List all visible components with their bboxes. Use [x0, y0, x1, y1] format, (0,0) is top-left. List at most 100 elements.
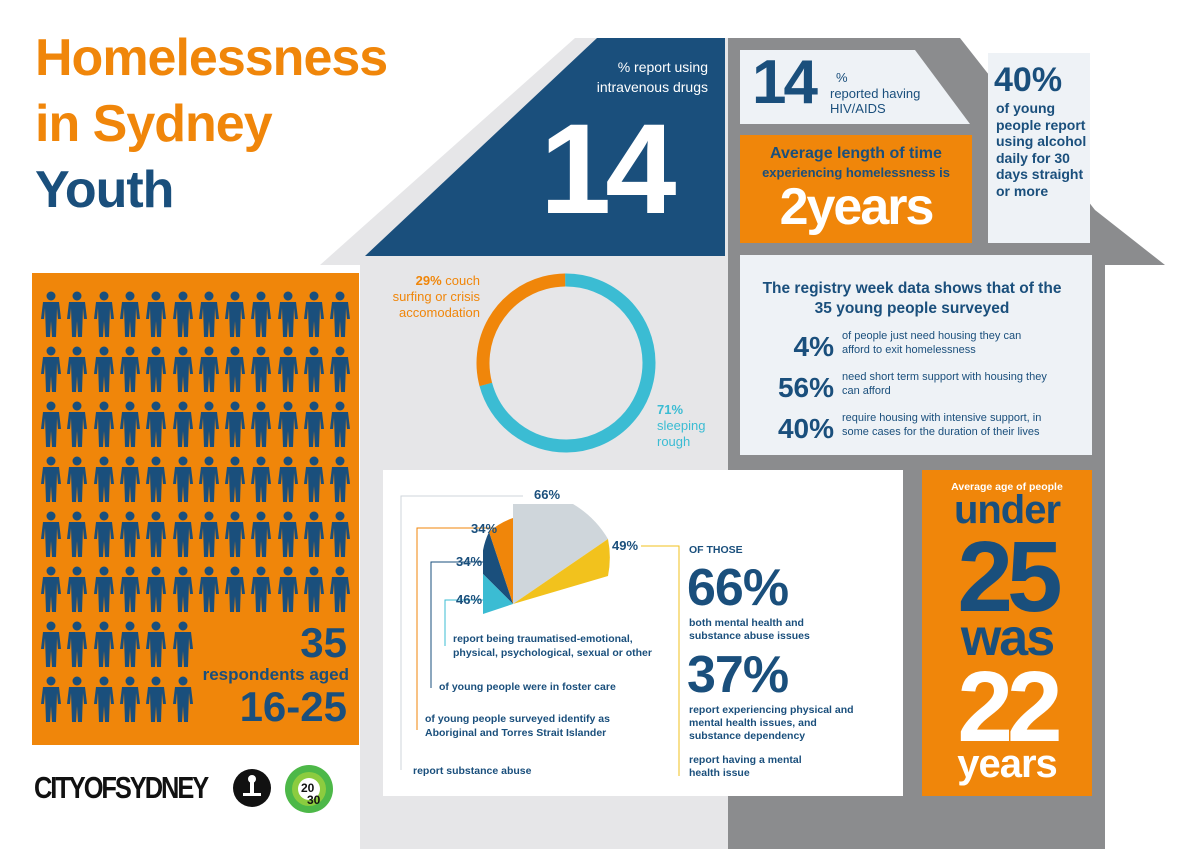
pie-leader-lines [400, 495, 523, 770]
pie-leader-right [641, 545, 680, 776]
person-icon [172, 291, 193, 337]
person-icon [251, 511, 272, 557]
person-icon [304, 401, 324, 447]
age-panel: Average age of people under 25 was 22 ye… [922, 470, 1092, 796]
person-icon [330, 566, 351, 612]
person-icon [277, 346, 298, 392]
sydney-2030-logo: 20 30 [285, 765, 333, 813]
registry-row-text: of people just need housing they can aff… [842, 330, 1022, 356]
person-icon [172, 676, 193, 722]
pie-chart [483, 504, 610, 614]
person-icon [41, 401, 61, 447]
title-line3: Youth [35, 161, 174, 219]
person-icon [146, 456, 167, 502]
person-icon [198, 566, 219, 612]
pie-label-66: 66% [534, 487, 561, 502]
person-icon [251, 456, 272, 502]
donut-couch-text: couch surfing or crisis accomodation [392, 273, 480, 320]
logo-year-b: 30 [307, 793, 321, 807]
person-icon [41, 291, 61, 337]
donut-couch-pct: 29% [415, 273, 442, 288]
person-icon [146, 511, 167, 557]
sub-pct-66: 66% [687, 559, 789, 617]
age-under: under [953, 488, 1061, 532]
person-icon [119, 566, 140, 612]
pie-slice-34a [489, 518, 513, 604]
person-icon [67, 291, 88, 337]
person-icon [198, 511, 219, 557]
sub-text-66: both mental health and substance abuse i… [689, 617, 810, 642]
person-icon [93, 346, 114, 392]
donut-couch-label: 29% couch surfing or crisis accomodation [376, 273, 480, 321]
person-icon [304, 346, 324, 392]
person-icon [93, 456, 114, 502]
pie-text-foster: of young people were in foster care [439, 681, 616, 693]
alcohol-value: 40% [994, 61, 1063, 99]
people-grid [40, 291, 356, 731]
person-icon [225, 291, 246, 337]
hiv-value: 14 [752, 48, 818, 117]
person-icon [93, 566, 114, 612]
logo-year-a: 20 [301, 781, 315, 795]
person-icon [251, 346, 272, 392]
person-icon [172, 346, 193, 392]
hiv-panel [740, 50, 970, 124]
pie-slice-34b [483, 532, 513, 604]
age-label: Average age of people [951, 481, 1063, 493]
person-icon [330, 346, 351, 392]
person-icon [146, 346, 167, 392]
person-icon [67, 566, 88, 612]
person-icon [93, 401, 114, 447]
pie-label-49: 49% [612, 538, 639, 553]
donut-rough-label: 71% sleeping rough [657, 402, 717, 450]
registry-row-pct: 4% [793, 331, 834, 362]
person-icon [172, 456, 193, 502]
person-icon [93, 291, 114, 337]
person-icon [146, 676, 167, 722]
person-icon [304, 456, 324, 502]
respondents-count: 35 [300, 619, 347, 666]
donut-rough-text: sleeping rough [657, 418, 706, 449]
pie-text-substance: report substance abuse [413, 765, 532, 777]
person-icon [41, 566, 61, 612]
pie-slice-46 [483, 574, 513, 614]
person-icon [277, 511, 298, 557]
pie-panel: 66% 34% 34% 46% 49% report being traumat… [383, 470, 903, 796]
person-icon [330, 401, 351, 447]
person-icon [119, 511, 140, 557]
person-icon [304, 511, 324, 557]
person-icon [41, 456, 61, 502]
registry-row-pct: 40% [777, 413, 834, 444]
person-icon [67, 456, 88, 502]
respondents-line: respondents aged [202, 665, 349, 684]
registry-row: 40% require housing with intensive suppo… [740, 412, 1092, 445]
person-icon [146, 401, 167, 447]
length-panel: Average length of time experiencing home… [740, 135, 972, 243]
person-icon [251, 291, 272, 337]
person-icon [93, 511, 114, 557]
person-icon [251, 566, 272, 612]
person-icon [67, 676, 88, 722]
person-icon [41, 346, 61, 392]
person-icon [225, 566, 246, 612]
person-icon [67, 511, 88, 557]
person-icon [330, 456, 351, 502]
length-line1: Average length of time [770, 145, 942, 162]
title-line1: Homelessness [35, 29, 388, 87]
person-icon [119, 291, 140, 337]
of-those-label: OF THOSE [689, 544, 743, 556]
hiv-pct: % [836, 70, 848, 85]
person-icon [119, 621, 140, 667]
pie-slice-66 [513, 504, 608, 604]
person-icon [198, 346, 219, 392]
crest-icon [233, 769, 271, 807]
iv-drugs-triangle [365, 38, 725, 256]
person-icon [67, 401, 88, 447]
pie-text-trauma: report being traumatised-emotional, phys… [453, 633, 652, 659]
person-icon [41, 511, 61, 557]
age-was: was [960, 609, 1055, 667]
person-icon [330, 511, 351, 557]
sub-text-37: report experiencing physical and mental … [689, 704, 854, 742]
sub-pct-37: 37% [687, 646, 789, 704]
person-icon [172, 401, 193, 447]
